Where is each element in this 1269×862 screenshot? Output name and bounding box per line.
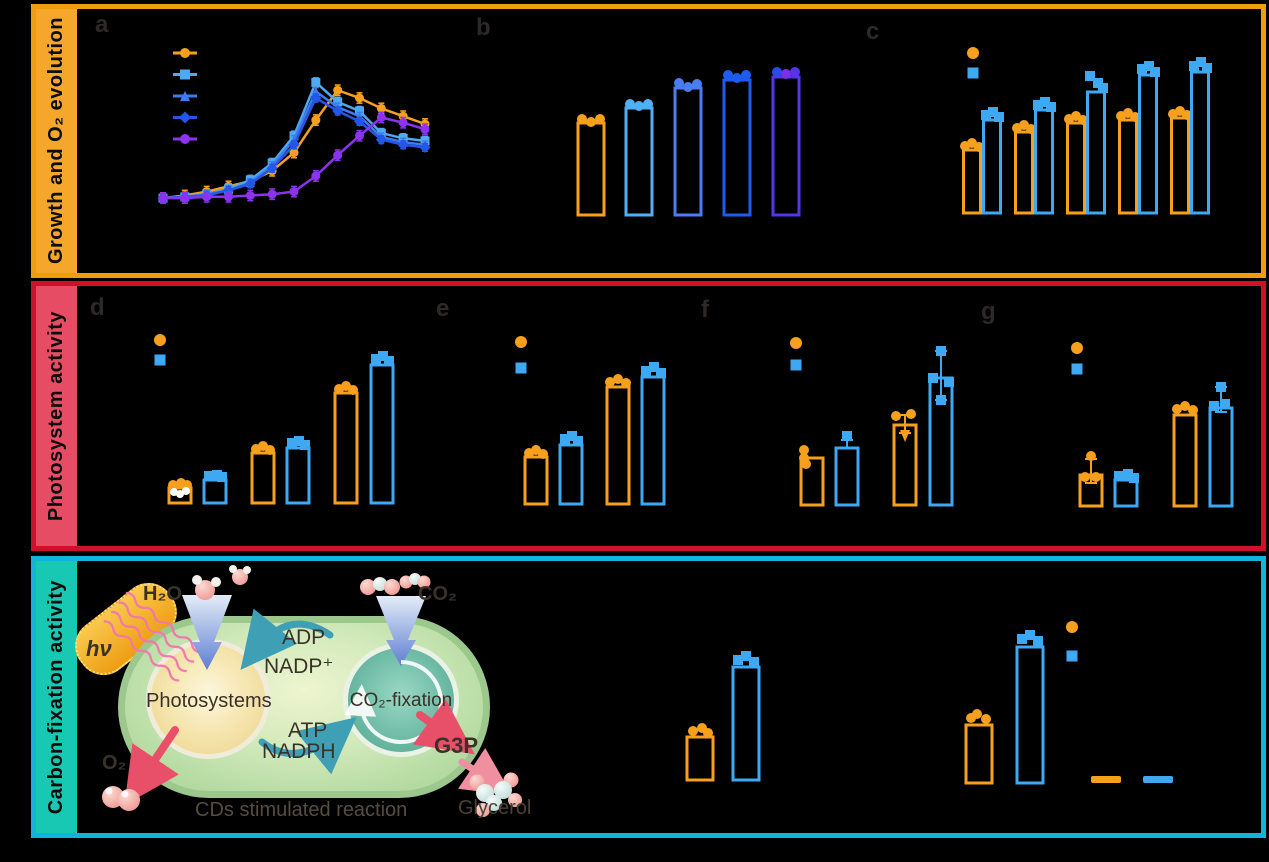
co2-inflow-arrow [376, 596, 426, 666]
row-label-photosystem-text: Photosystem activity [45, 310, 67, 522]
row-frame-growth: Growth and O₂ evolution [31, 4, 1266, 278]
panel-letter-a: a [95, 11, 109, 38]
g3p-arrow [412, 698, 475, 755]
grouped-growth-bar-chart [930, 35, 1260, 225]
panel-letter-f: f [701, 296, 709, 323]
row-frame-carbon: Carbon-fixation activity [31, 556, 1266, 838]
growth-curve-chart [120, 40, 450, 255]
o2-label: O₂ [102, 752, 127, 774]
water-molecules-icon [192, 565, 251, 600]
row-frame-photosystem: Photosystem activity [31, 281, 1266, 551]
glycerol-molecule-icon [469, 772, 522, 817]
h2o-label: H₂O [143, 583, 182, 605]
row-label-growth-text: Growth and O₂ evolution [45, 17, 67, 265]
diagram-overlay [102, 565, 522, 817]
co2-molecules-icon [360, 573, 431, 595]
carbon-fixation-bar-chart-right [940, 580, 1230, 793]
glycerol-arrow [458, 748, 513, 796]
adp-nadp-arrow [240, 608, 334, 670]
photosystems-label: Photosystems [146, 690, 272, 712]
panel-letter-b: b [476, 14, 491, 41]
panel-letter-d: d [90, 294, 105, 321]
light-waves-icon [103, 591, 202, 682]
photosystem-bar-chart-d [130, 305, 420, 510]
nadph-label: NADPH [262, 740, 336, 763]
carbon-fixation-bar-chart-left [650, 580, 830, 790]
diagram-caption: CDs stimulated reaction [195, 799, 408, 821]
atp-nadph-arrow [258, 717, 357, 775]
o2-release-arrow [124, 726, 179, 806]
hv-label: hν [86, 636, 112, 661]
row-label-growth: Growth and O₂ evolution [36, 9, 77, 273]
row-label-carbon-text: Carbon-fixation activity [45, 579, 67, 815]
panel-letter-g: g [981, 298, 996, 325]
photosystem-bar-chart-e [460, 305, 690, 510]
row-label-carbon: Carbon-fixation activity [36, 561, 77, 833]
co2-fixation-label: CO₂-fixation [349, 690, 453, 711]
photosystem-bar-chart-f [730, 305, 970, 510]
nadp-label: NADP⁺ [264, 655, 334, 678]
panel-letter-e: e [436, 295, 450, 322]
co2-label: CO₂ [418, 583, 457, 605]
glycerol-label: Glycerol [458, 797, 532, 819]
o2-evolution-bar-chart [520, 40, 830, 225]
panel-letter-c: c [866, 18, 880, 45]
adp-label: ADP [282, 626, 326, 649]
h2o-inflow-arrow [182, 595, 232, 670]
g3p-label: G3P [434, 733, 479, 758]
row-label-photosystem: Photosystem activity [36, 286, 77, 546]
photosystem-bar-chart-g [1010, 305, 1260, 510]
o2-molecule-icon [102, 786, 140, 811]
